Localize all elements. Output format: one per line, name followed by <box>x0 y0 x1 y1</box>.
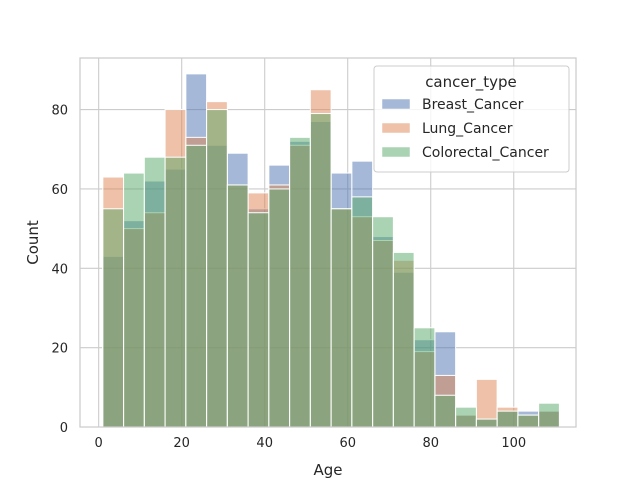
bar-colorectal-cancer <box>351 196 374 428</box>
bar-colorectal-cancer <box>123 172 145 428</box>
bar-colorectal-cancer <box>392 251 415 428</box>
y-tick-label: 40 <box>51 262 68 277</box>
bar-colorectal-cancer <box>517 414 540 428</box>
bar-colorectal-cancer <box>289 136 311 428</box>
y-tick-label: 20 <box>51 342 68 357</box>
legend-items: Breast_Cancer Lung_Cancer Colorectal_Cance… <box>381 97 549 161</box>
bars-layer <box>102 73 560 428</box>
x-tick-label: 80 <box>422 436 439 451</box>
bar-colorectal-cancer <box>143 156 166 428</box>
bar-colorectal-cancer <box>268 188 291 428</box>
y-axis-ticks: 0 20 40 60 80 <box>51 104 68 436</box>
bar-colorectal-cancer <box>413 327 436 428</box>
legend: cancer_type Breast_Cancer Lung_Cancer Colo… <box>373 65 570 173</box>
bar-colorectal-cancer <box>372 216 394 428</box>
legend-label: Lung_Cancer <box>422 121 513 137</box>
x-axis-ticks: 0 20 40 60 80 100 <box>95 436 527 451</box>
bar-colorectal-cancer <box>496 410 519 428</box>
legend-swatch <box>381 146 411 158</box>
bar-colorectal-cancer <box>455 406 477 428</box>
bar-colorectal-cancer <box>102 208 125 428</box>
bar-colorectal-cancer <box>309 113 332 428</box>
y-tick-label: 60 <box>51 183 68 198</box>
legend-swatch <box>381 122 411 134</box>
x-tick-label: 60 <box>339 436 356 451</box>
x-axis-label: Age <box>313 461 342 479</box>
bar-colorectal-cancer <box>226 184 249 428</box>
y-tick-label: 80 <box>51 104 68 119</box>
bar-colorectal-cancer <box>206 109 228 428</box>
legend-box <box>373 65 570 173</box>
bar-colorectal-cancer <box>247 212 270 428</box>
x-tick-label: 100 <box>501 436 526 451</box>
legend-label: Colorectal_Cancer <box>422 145 549 161</box>
x-tick-label: 0 <box>95 436 103 451</box>
legend-label: Breast_Cancer <box>422 97 524 113</box>
x-tick-label: 20 <box>173 436 190 451</box>
bar-colorectal-cancer <box>434 394 457 428</box>
bar-colorectal-cancer <box>475 418 498 428</box>
bar-colorectal-cancer <box>185 144 208 428</box>
bar-colorectal-cancer <box>538 402 560 428</box>
bar-colorectal-cancer <box>330 208 353 428</box>
legend-title: cancer_type <box>425 73 517 92</box>
y-tick-label: 0 <box>60 421 68 436</box>
bar-colorectal-cancer <box>164 156 187 428</box>
plot-frame <box>79 57 577 428</box>
x-tick-label: 40 <box>256 436 273 451</box>
legend-swatch <box>381 98 411 110</box>
y-axis-label: Count <box>24 220 42 265</box>
